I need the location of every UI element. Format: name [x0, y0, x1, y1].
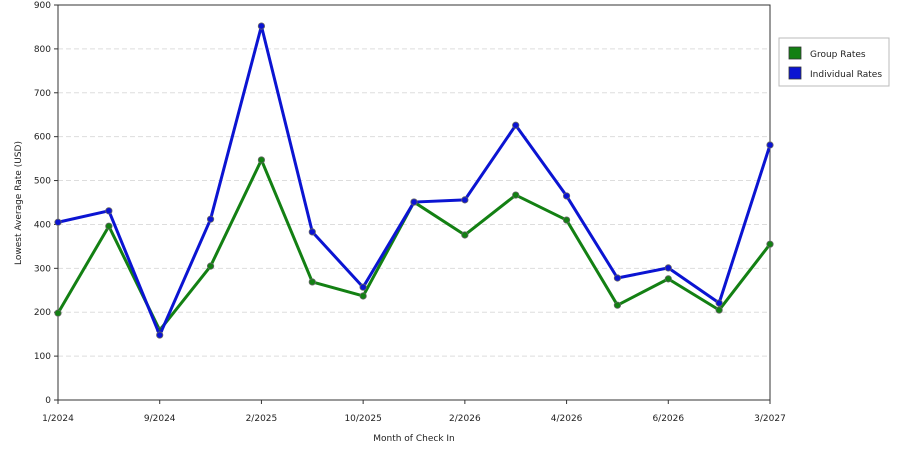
x-tick-label: 2/2026 [449, 414, 481, 424]
x-tick-label: 3/2027 [754, 414, 786, 424]
x-tick-label: 10/2025 [344, 414, 381, 424]
data-point [613, 301, 622, 309]
y-tick-label: 200 [34, 308, 51, 318]
data-point [664, 275, 672, 283]
data-point [512, 121, 520, 129]
data-point [461, 196, 469, 204]
y-tick-label: 300 [34, 264, 51, 274]
data-point [613, 274, 622, 282]
y-tick-label: 800 [34, 45, 51, 55]
data-point [359, 283, 367, 291]
data-point [308, 278, 316, 286]
legend-label: Group Rates [810, 50, 866, 60]
data-point [359, 292, 367, 300]
data-point [766, 141, 774, 149]
data-point [206, 215, 215, 223]
series-line [56, 158, 772, 332]
data-point [766, 240, 774, 248]
legend-label: Individual Rates [810, 70, 882, 80]
y-axis-title: Lowest Average Rate (USD) [14, 141, 24, 265]
y-tick-label: 500 [34, 177, 51, 187]
data-point [562, 216, 571, 224]
data-point [257, 156, 266, 164]
data-point [512, 191, 520, 199]
data-point [54, 309, 62, 317]
y-tick-label: 900 [34, 1, 51, 11]
y-tick-label: 400 [34, 220, 51, 230]
x-tick-label: 6/2026 [652, 414, 684, 424]
y-tick-label: 700 [34, 89, 51, 99]
data-point [715, 306, 723, 314]
data-point [156, 331, 164, 339]
data-point [54, 218, 62, 226]
x-tick-label: 4/2026 [551, 414, 583, 424]
data-point [715, 299, 723, 307]
x-tick-label: 9/2024 [144, 414, 176, 424]
legend-swatch [788, 66, 802, 80]
data-point [206, 262, 215, 270]
y-tick-label: 100 [34, 352, 51, 362]
x-tick-label: 2/2025 [246, 414, 278, 424]
data-point [410, 198, 418, 206]
data-point [257, 22, 266, 30]
legend-swatch [788, 46, 802, 60]
data-point [664, 264, 672, 272]
y-tick-label: 600 [34, 133, 51, 143]
data-point [105, 222, 113, 230]
data-point [308, 228, 316, 236]
plot-frame [57, 4, 771, 401]
data-point [461, 231, 469, 239]
x-axis-title: Month of Check In [373, 434, 455, 444]
x-tick-label: 1/2024 [42, 414, 74, 424]
data-point [562, 192, 571, 200]
data-point [105, 207, 113, 215]
y-tick-label: 0 [45, 396, 51, 406]
